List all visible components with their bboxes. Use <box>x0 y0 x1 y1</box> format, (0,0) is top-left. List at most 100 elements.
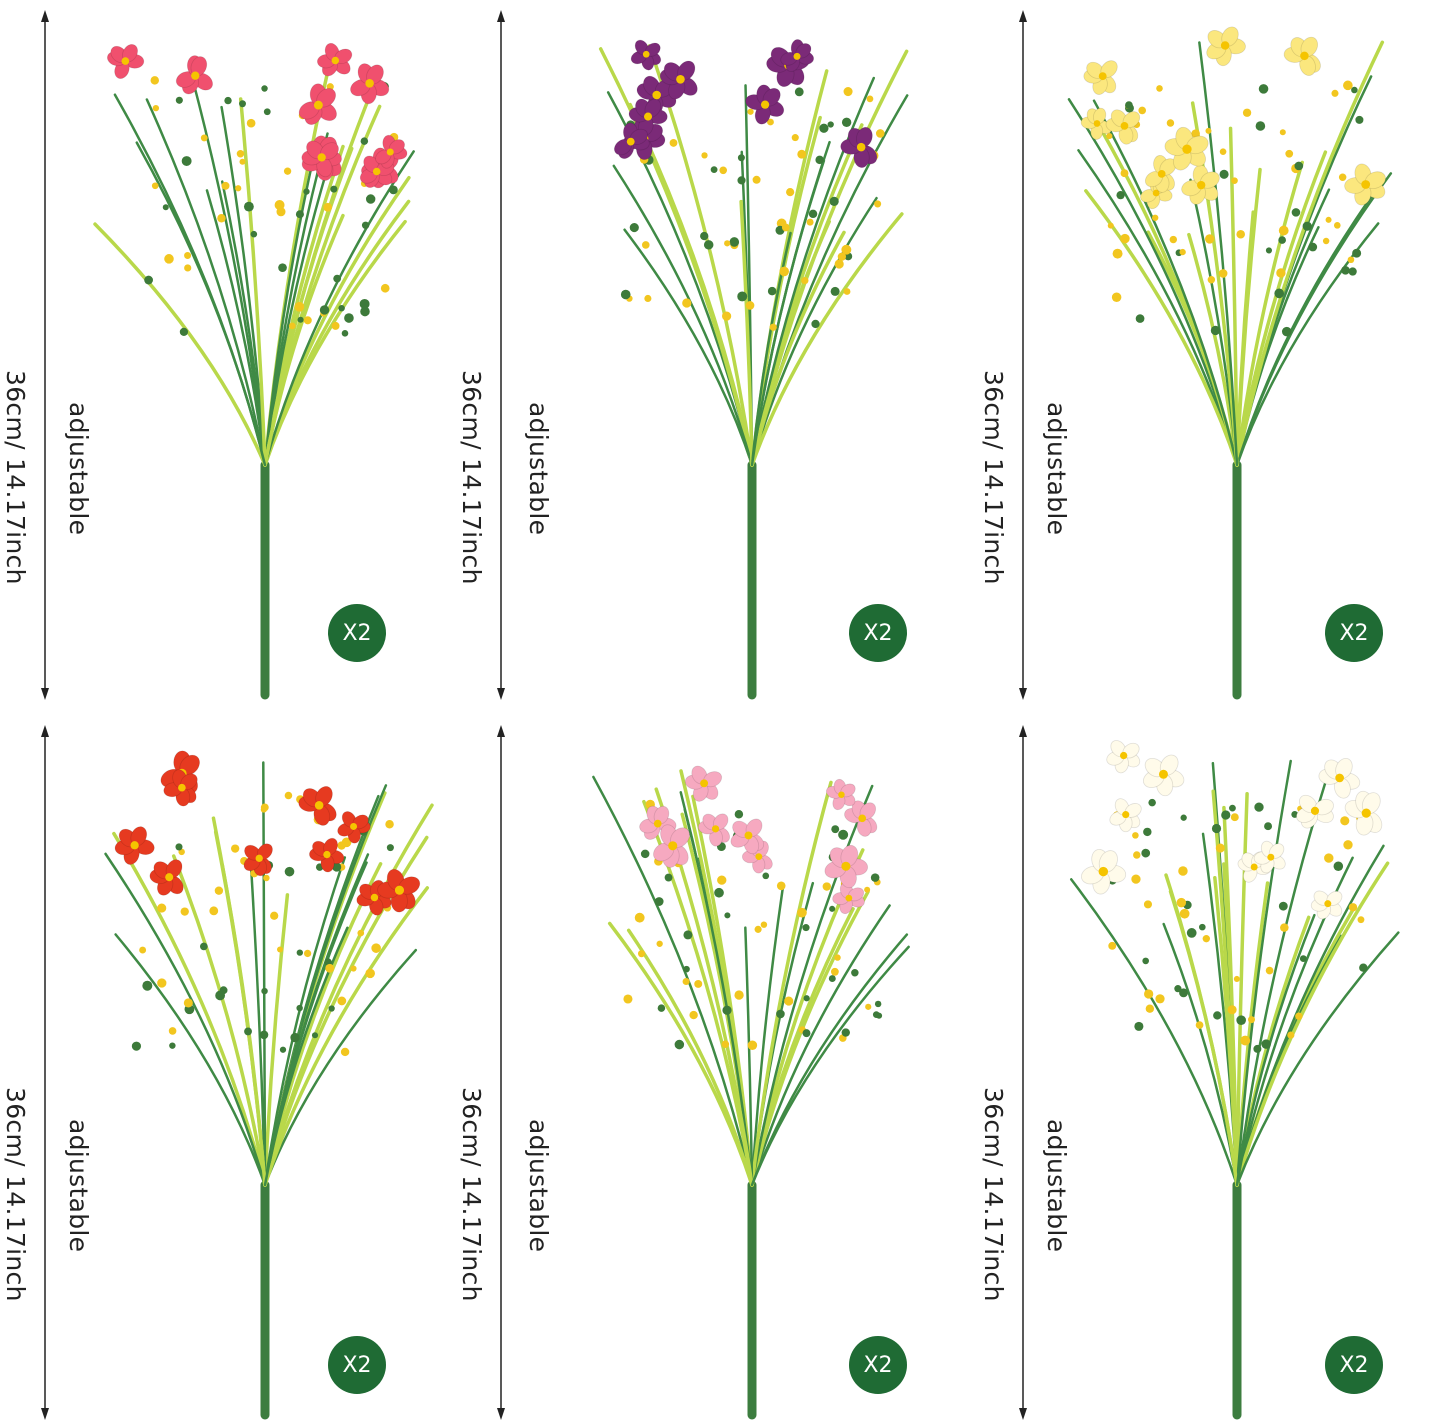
bud <box>341 837 352 848</box>
bud <box>762 872 770 880</box>
bud <box>360 306 370 317</box>
leaf-blade <box>112 831 267 1187</box>
bud <box>296 949 303 956</box>
bud <box>1108 941 1117 950</box>
bud <box>701 152 708 159</box>
flower-center <box>1310 806 1320 815</box>
bud <box>1148 798 1156 807</box>
bud <box>1308 242 1318 252</box>
bud <box>180 907 189 916</box>
bud <box>1131 874 1141 884</box>
leaf-blade <box>739 199 754 467</box>
flower-center <box>372 167 381 176</box>
bud <box>724 240 731 247</box>
arrow-head-up <box>1019 725 1027 737</box>
bud <box>830 967 839 976</box>
quantity-badge: X2 <box>328 604 386 662</box>
bud <box>1285 149 1294 158</box>
stem <box>104 852 267 1187</box>
bud <box>325 963 335 973</box>
bud <box>1133 851 1141 859</box>
leaf-blade <box>213 830 267 1187</box>
size-label: 36cm/ 14.17inch <box>1 370 30 585</box>
flower-center <box>130 841 139 850</box>
stem <box>263 861 368 1187</box>
bud <box>1205 127 1212 134</box>
stem <box>263 154 316 467</box>
bouquet-white <box>1069 740 1400 1420</box>
bud <box>175 843 183 851</box>
bud <box>259 1030 269 1040</box>
bud <box>1333 222 1341 229</box>
bud <box>297 316 304 323</box>
bud <box>1248 1016 1255 1024</box>
bud <box>215 990 226 1001</box>
leaf-blade <box>1213 875 1239 1187</box>
bud <box>239 158 246 165</box>
bud <box>1156 85 1163 92</box>
bud <box>1302 221 1312 231</box>
bud <box>1242 108 1252 117</box>
bud <box>1299 955 1307 963</box>
bud <box>1343 840 1353 850</box>
bud <box>250 230 258 238</box>
bud <box>737 154 745 162</box>
leaf-blade <box>238 97 267 467</box>
quantity-badge: X2 <box>328 1336 386 1394</box>
flower-center <box>331 56 340 65</box>
flower-center <box>652 90 661 100</box>
stem <box>114 933 267 1187</box>
flower-center <box>856 142 866 152</box>
flower-center <box>644 112 653 121</box>
bud <box>1258 84 1269 94</box>
bud <box>1221 810 1231 820</box>
bud <box>721 1040 730 1049</box>
flower-center <box>1120 121 1129 130</box>
bud <box>1179 248 1186 256</box>
bud <box>714 887 724 898</box>
bud <box>371 943 381 953</box>
bud <box>843 288 851 295</box>
bud <box>296 1004 303 1012</box>
bud <box>344 313 354 323</box>
stem <box>113 93 267 467</box>
bud <box>1134 1021 1144 1031</box>
bouquet-red <box>104 750 434 1420</box>
bud <box>1231 177 1238 184</box>
bud <box>1355 115 1364 124</box>
flower-center <box>1182 144 1192 154</box>
flower-center <box>838 791 845 798</box>
bud <box>1255 121 1266 131</box>
bud <box>235 185 242 192</box>
bud <box>246 118 256 128</box>
bud <box>1151 214 1159 221</box>
bud <box>734 990 744 1000</box>
size-label: 36cm/ 14.17inch <box>1 1087 30 1302</box>
bud <box>683 965 690 973</box>
bud <box>303 949 312 958</box>
bud <box>1274 288 1285 299</box>
leaf-blade <box>626 928 754 1187</box>
leaf-blade <box>1235 40 1385 467</box>
bud <box>866 95 874 103</box>
stem <box>1235 913 1316 1187</box>
bud <box>830 286 840 296</box>
bud <box>634 912 645 923</box>
bud <box>776 1009 785 1019</box>
bud <box>337 996 347 1006</box>
bud <box>767 118 774 126</box>
flower-center <box>1335 773 1344 783</box>
bud <box>822 882 831 891</box>
stem <box>1235 759 1292 1187</box>
arrow-head-up <box>497 725 505 737</box>
bud <box>1106 133 1113 140</box>
bud <box>700 231 709 241</box>
bud <box>828 975 836 983</box>
bud <box>150 76 160 85</box>
arrow-head-down <box>497 1408 505 1420</box>
bud <box>283 167 292 175</box>
leaf-blade <box>1168 889 1239 1187</box>
bud <box>802 924 810 932</box>
bud <box>870 873 880 882</box>
bud <box>1145 1004 1155 1013</box>
